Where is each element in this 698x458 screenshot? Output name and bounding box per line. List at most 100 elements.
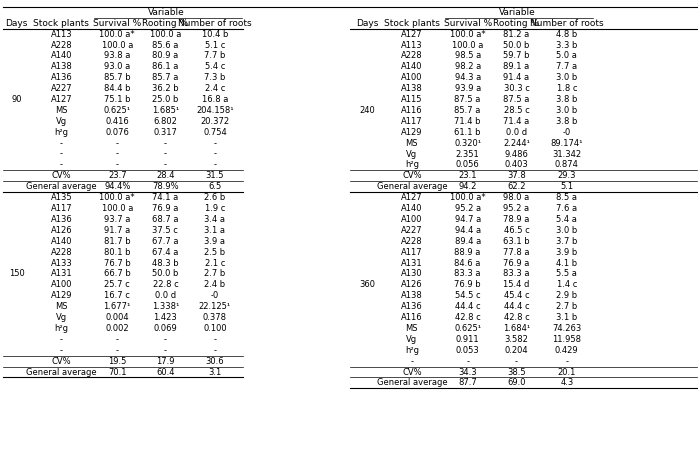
Text: 0.429: 0.429 bbox=[555, 346, 579, 355]
Text: -: - bbox=[116, 160, 119, 169]
Text: 0.378: 0.378 bbox=[203, 313, 227, 322]
Text: A140: A140 bbox=[51, 237, 72, 246]
Text: 1.423: 1.423 bbox=[154, 313, 177, 322]
Text: A100: A100 bbox=[401, 73, 422, 82]
Text: 94.4%: 94.4% bbox=[104, 182, 131, 191]
Text: 0.0 d: 0.0 d bbox=[155, 291, 176, 300]
Text: 3.4 a: 3.4 a bbox=[205, 215, 225, 224]
Text: 100.0 a: 100.0 a bbox=[102, 204, 133, 213]
Text: 0.403: 0.403 bbox=[505, 160, 528, 169]
Text: 1.684¹: 1.684¹ bbox=[503, 324, 530, 333]
Text: 0.320¹: 0.320¹ bbox=[454, 139, 481, 147]
Text: -: - bbox=[164, 160, 167, 169]
Text: 7.3 b: 7.3 b bbox=[205, 73, 225, 82]
Text: 93.0 a: 93.0 a bbox=[104, 62, 131, 71]
Text: General average: General average bbox=[376, 378, 447, 387]
Text: A100: A100 bbox=[51, 280, 72, 289]
Text: 11.958: 11.958 bbox=[552, 335, 581, 344]
Text: 31.342: 31.342 bbox=[552, 149, 581, 158]
Text: A130: A130 bbox=[401, 269, 422, 278]
Text: 76.7 b: 76.7 b bbox=[104, 258, 131, 267]
Text: 25.0 b: 25.0 b bbox=[152, 95, 179, 104]
Text: 6.802: 6.802 bbox=[154, 117, 177, 126]
Text: A116: A116 bbox=[401, 106, 422, 115]
Text: 1.338¹: 1.338¹ bbox=[151, 302, 179, 311]
Text: 89.4 a: 89.4 a bbox=[454, 237, 481, 246]
Text: MS: MS bbox=[55, 302, 68, 311]
Text: 15.4 d: 15.4 d bbox=[503, 280, 530, 289]
Text: Vg: Vg bbox=[56, 313, 67, 322]
Text: 98.0 a: 98.0 a bbox=[503, 193, 530, 202]
Text: 30.6: 30.6 bbox=[206, 357, 224, 365]
Text: 83.3 a: 83.3 a bbox=[503, 269, 530, 278]
Text: 38.5: 38.5 bbox=[507, 367, 526, 376]
Text: 0.625¹: 0.625¹ bbox=[454, 324, 481, 333]
Text: 0.100: 0.100 bbox=[203, 324, 227, 333]
Text: 87.7: 87.7 bbox=[459, 378, 477, 387]
Text: A127: A127 bbox=[51, 95, 72, 104]
Text: -: - bbox=[214, 346, 216, 355]
Text: 7.7 a: 7.7 a bbox=[556, 62, 577, 71]
Text: A131: A131 bbox=[51, 269, 72, 278]
Text: 3.1 b: 3.1 b bbox=[556, 313, 577, 322]
Text: A135: A135 bbox=[51, 193, 72, 202]
Text: A113: A113 bbox=[401, 40, 422, 49]
Text: 100.0 a: 100.0 a bbox=[102, 40, 133, 49]
Text: -0: -0 bbox=[211, 291, 219, 300]
Text: Survival %: Survival % bbox=[93, 19, 142, 28]
Text: 89.174¹: 89.174¹ bbox=[551, 139, 583, 147]
Text: 68.7 a: 68.7 a bbox=[152, 215, 179, 224]
Text: 1.685¹: 1.685¹ bbox=[151, 106, 179, 115]
Text: 204.158¹: 204.158¹ bbox=[196, 106, 234, 115]
Text: 3.9 b: 3.9 b bbox=[556, 248, 577, 256]
Text: -: - bbox=[214, 335, 216, 344]
Text: A116: A116 bbox=[401, 313, 422, 322]
Text: -: - bbox=[60, 149, 63, 158]
Text: 0.0 d: 0.0 d bbox=[506, 128, 527, 137]
Text: 3.0 b: 3.0 b bbox=[556, 73, 577, 82]
Text: -: - bbox=[60, 160, 63, 169]
Text: -: - bbox=[116, 335, 119, 344]
Text: A228: A228 bbox=[51, 40, 72, 49]
Text: A117: A117 bbox=[401, 248, 422, 256]
Text: CV%: CV% bbox=[402, 171, 422, 180]
Text: 71.4 a: 71.4 a bbox=[503, 117, 530, 126]
Text: CV%: CV% bbox=[52, 171, 71, 180]
Text: 28.5 c: 28.5 c bbox=[504, 106, 529, 115]
Text: 50.0 b: 50.0 b bbox=[503, 40, 530, 49]
Text: 0.874: 0.874 bbox=[555, 160, 579, 169]
Text: 0.911: 0.911 bbox=[456, 335, 480, 344]
Text: A126: A126 bbox=[401, 280, 422, 289]
Text: 93.7 a: 93.7 a bbox=[104, 215, 131, 224]
Text: A133: A133 bbox=[50, 258, 73, 267]
Text: 16.7 c: 16.7 c bbox=[104, 291, 131, 300]
Text: -: - bbox=[60, 139, 63, 147]
Text: 94.7 a: 94.7 a bbox=[454, 215, 481, 224]
Text: MS: MS bbox=[406, 324, 418, 333]
Text: 0.004: 0.004 bbox=[105, 313, 129, 322]
Text: A126: A126 bbox=[51, 226, 72, 235]
Text: 4.1 b: 4.1 b bbox=[556, 258, 577, 267]
Text: 1.677¹: 1.677¹ bbox=[103, 302, 131, 311]
Text: 76.9 a: 76.9 a bbox=[503, 258, 530, 267]
Text: A115: A115 bbox=[401, 95, 422, 104]
Text: 76.9 a: 76.9 a bbox=[152, 204, 179, 213]
Text: 78.9 a: 78.9 a bbox=[503, 215, 530, 224]
Text: -: - bbox=[116, 149, 119, 158]
Text: 36.2 b: 36.2 b bbox=[152, 84, 179, 93]
Text: 3.9 a: 3.9 a bbox=[205, 237, 225, 246]
Text: A227: A227 bbox=[51, 84, 72, 93]
Text: Vg: Vg bbox=[56, 117, 67, 126]
Text: 0.416: 0.416 bbox=[105, 117, 129, 126]
Text: -: - bbox=[515, 357, 518, 365]
Text: Rooting %: Rooting % bbox=[493, 19, 540, 28]
Text: -: - bbox=[565, 357, 568, 365]
Text: 2.6 b: 2.6 b bbox=[205, 193, 225, 202]
Text: 91.7 a: 91.7 a bbox=[104, 226, 131, 235]
Text: A117: A117 bbox=[401, 117, 422, 126]
Text: A131: A131 bbox=[401, 258, 422, 267]
Text: 3.7 b: 3.7 b bbox=[556, 237, 577, 246]
Text: A228: A228 bbox=[51, 248, 72, 256]
Text: 5.1: 5.1 bbox=[560, 182, 573, 191]
Text: Number of roots: Number of roots bbox=[530, 19, 604, 28]
